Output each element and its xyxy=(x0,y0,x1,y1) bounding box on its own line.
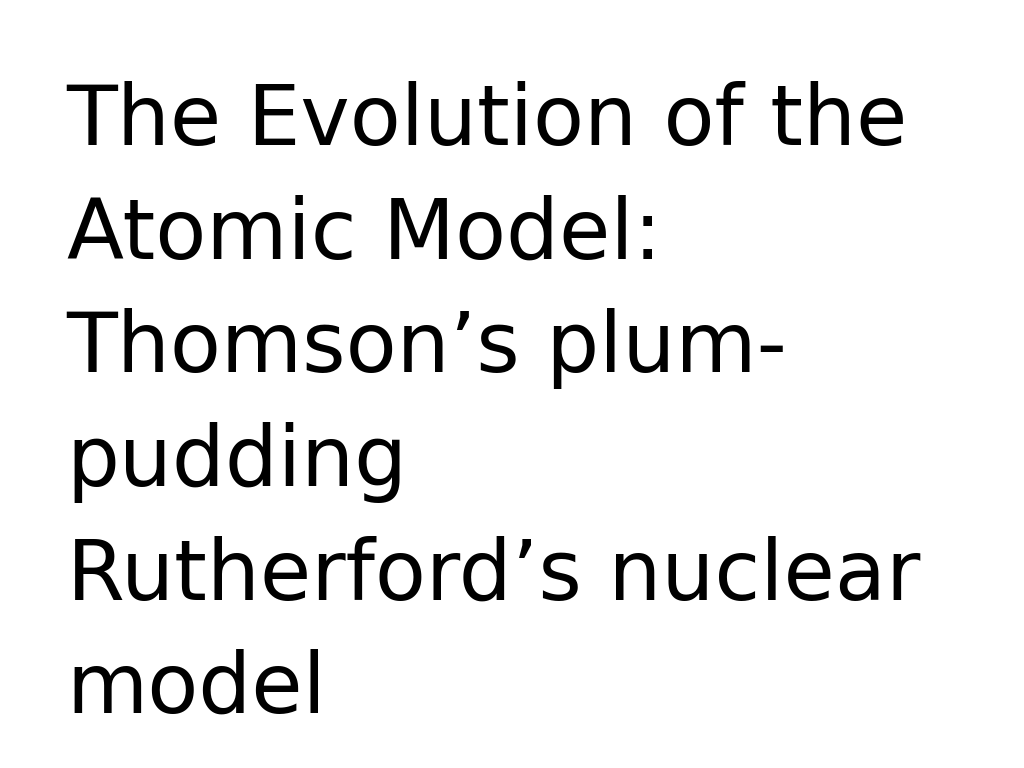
Text: Thomson’s plum-: Thomson’s plum- xyxy=(67,308,787,389)
Text: The Evolution of the: The Evolution of the xyxy=(67,81,908,161)
Text: Rutherford’s nuclear: Rutherford’s nuclear xyxy=(67,535,920,616)
Text: pudding: pudding xyxy=(67,422,408,502)
Text: Atomic Model:: Atomic Model: xyxy=(67,194,662,275)
Text: model: model xyxy=(67,649,327,730)
